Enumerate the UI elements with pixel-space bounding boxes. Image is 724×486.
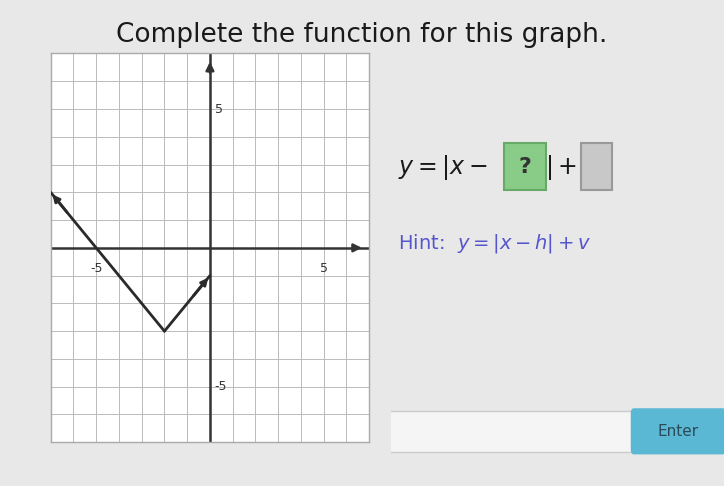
Text: $| +$: $| +$ (545, 153, 576, 182)
Text: Complete the function for this graph.: Complete the function for this graph. (117, 22, 607, 48)
Text: 5: 5 (320, 262, 328, 275)
FancyBboxPatch shape (631, 408, 724, 454)
Text: 5: 5 (214, 103, 222, 116)
Text: -5: -5 (90, 262, 102, 275)
Text: Enter: Enter (657, 424, 699, 438)
FancyBboxPatch shape (581, 143, 613, 190)
FancyBboxPatch shape (504, 143, 546, 190)
FancyBboxPatch shape (390, 411, 633, 452)
Text: $y = |x-$: $y = |x-$ (397, 153, 487, 182)
Text: Hint:  $y = |x-h|+v$: Hint: $y = |x-h|+v$ (397, 231, 591, 255)
Text: -5: -5 (214, 380, 227, 393)
Text: ?: ? (518, 156, 531, 177)
